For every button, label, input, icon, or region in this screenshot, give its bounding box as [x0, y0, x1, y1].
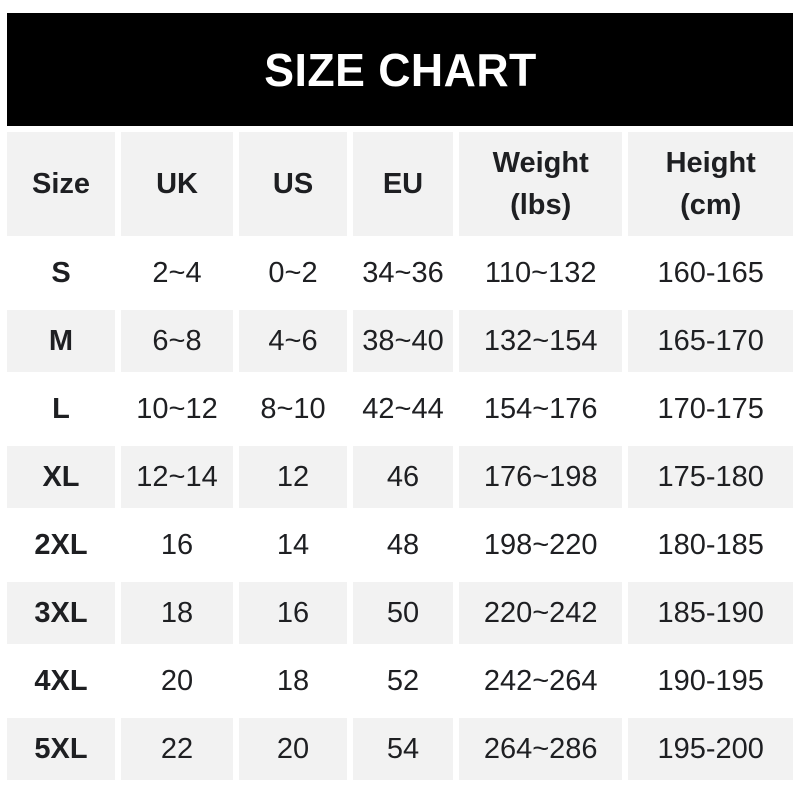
uk-cell: 10~12: [121, 378, 234, 440]
size-cell: S: [7, 242, 115, 304]
eu-cell: 42~44: [353, 378, 453, 440]
us-cell: 14: [239, 514, 348, 576]
us-cell: 4~6: [239, 310, 348, 372]
uk-cell: 20: [121, 650, 234, 712]
header-uk: UK: [121, 132, 234, 236]
eu-cell: 38~40: [353, 310, 453, 372]
header-size: Size: [7, 132, 115, 236]
eu-cell: 46: [353, 446, 453, 508]
size-table-container: Size UK US EU Weight (lbs) Height (cm) S…: [1, 126, 799, 786]
us-cell: 8~10: [239, 378, 348, 440]
weight-cell: 132~154: [458, 310, 623, 372]
weight-cell: 154~176: [458, 378, 623, 440]
size-cell: XL: [7, 446, 115, 508]
size-chart-banner: SIZE CHART: [7, 13, 793, 126]
us-cell: 12: [239, 446, 348, 508]
table-row-2xl: 2XL 16 14 48 198~220 180-185: [7, 514, 793, 576]
us-cell: 20: [239, 718, 348, 780]
table-header-row: Size UK US EU Weight (lbs) Height (cm): [7, 132, 793, 236]
weight-cell: 198~220: [458, 514, 623, 576]
table-row-5xl: 5XL 22 20 54 264~286 195-200: [7, 718, 793, 780]
weight-cell: 242~264: [458, 650, 623, 712]
table-row-xl: XL 12~14 12 46 176~198 175-180: [7, 446, 793, 508]
uk-cell: 12~14: [121, 446, 234, 508]
uk-cell: 2~4: [121, 242, 234, 304]
size-cell: 4XL: [7, 650, 115, 712]
us-cell: 16: [239, 582, 348, 644]
page-title: SIZE CHART: [263, 43, 537, 96]
eu-cell: 34~36: [353, 242, 453, 304]
header-eu: EU: [353, 132, 453, 236]
table-row-m: M 6~8 4~6 38~40 132~154 165-170: [7, 310, 793, 372]
uk-cell: 18: [121, 582, 234, 644]
header-us: US: [239, 132, 348, 236]
us-cell: 0~2: [239, 242, 348, 304]
weight-cell: 176~198: [458, 446, 623, 508]
uk-cell: 22: [121, 718, 234, 780]
eu-cell: 52: [353, 650, 453, 712]
table-row-4xl: 4XL 20 18 52 242~264 190-195: [7, 650, 793, 712]
size-table: Size UK US EU Weight (lbs) Height (cm) S…: [1, 126, 799, 786]
eu-cell: 54: [353, 718, 453, 780]
uk-cell: 16: [121, 514, 234, 576]
us-cell: 18: [239, 650, 348, 712]
height-cell: 165-170: [628, 310, 793, 372]
table-row-l: L 10~12 8~10 42~44 154~176 170-175: [7, 378, 793, 440]
height-cell: 185-190: [628, 582, 793, 644]
uk-cell: 6~8: [121, 310, 234, 372]
height-cell: 160-165: [628, 242, 793, 304]
height-cell: 195-200: [628, 718, 793, 780]
eu-cell: 48: [353, 514, 453, 576]
eu-cell: 50: [353, 582, 453, 644]
weight-cell: 264~286: [458, 718, 623, 780]
table-row-s: S 2~4 0~2 34~36 110~132 160-165: [7, 242, 793, 304]
height-cell: 190-195: [628, 650, 793, 712]
size-cell: L: [7, 378, 115, 440]
size-chart-page: SIZE CHART Size UK US EU Weight (lbs) He…: [0, 13, 800, 800]
size-cell: 2XL: [7, 514, 115, 576]
height-cell: 180-185: [628, 514, 793, 576]
height-cell: 175-180: [628, 446, 793, 508]
size-cell: 3XL: [7, 582, 115, 644]
size-cell: 5XL: [7, 718, 115, 780]
weight-cell: 110~132: [458, 242, 623, 304]
height-cell: 170-175: [628, 378, 793, 440]
size-cell: M: [7, 310, 115, 372]
header-weight: Weight (lbs): [458, 132, 623, 236]
header-height: Height (cm): [628, 132, 793, 236]
table-row-3xl: 3XL 18 16 50 220~242 185-190: [7, 582, 793, 644]
weight-cell: 220~242: [458, 582, 623, 644]
